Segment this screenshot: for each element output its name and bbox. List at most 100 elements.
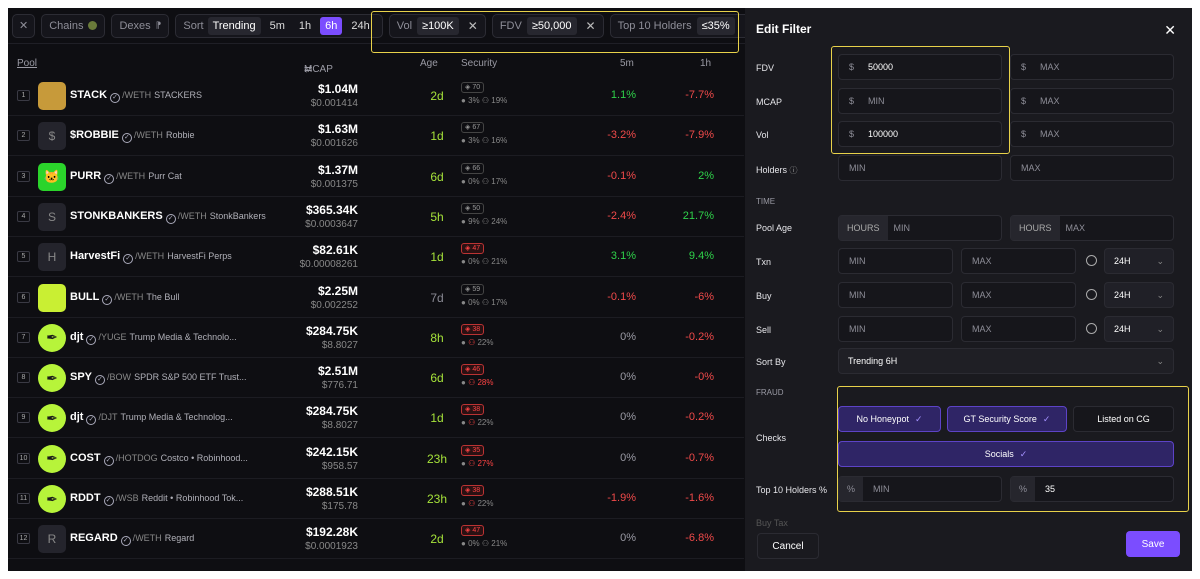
- mcap-max-input[interactable]: $ MAX: [1010, 88, 1174, 114]
- timeframe-24h[interactable]: 24h: [351, 19, 370, 32]
- pool-name[interactable]: STACK ✓/WETH STACKERS: [70, 89, 202, 103]
- pool-name[interactable]: $ROBBIE ✓/WETH Robbie: [70, 129, 195, 144]
- sort-group: Sort Trending 5m 1h 6h 24h: [175, 13, 383, 38]
- txn-max-input[interactable]: MAX: [961, 248, 1076, 274]
- timeframe-1h[interactable]: 1h: [298, 19, 312, 32]
- clock-icon: [1086, 289, 1097, 300]
- clock-icon: [1086, 323, 1097, 334]
- verified-icon: ✓: [95, 375, 106, 386]
- table-row[interactable]: 12 R REGARD ✓/WETH Regard $192.28K $0.0001923…: [8, 519, 744, 560]
- sell-period-select[interactable]: 24H ⌄: [1104, 316, 1174, 342]
- pool-name[interactable]: BULL ✓/WETH The Bull: [70, 290, 180, 305]
- pool-name[interactable]: RDDT ✓/WSB Reddit • Robinhood Tok...: [70, 492, 244, 506]
- column-age[interactable]: Age: [420, 58, 438, 69]
- check-socials[interactable]: Socials ✓: [838, 441, 1174, 467]
- cancel-button[interactable]: Cancel: [757, 533, 819, 559]
- check-no-honeypot[interactable]: No Honeypot ✓: [838, 406, 941, 432]
- txn-min-input[interactable]: MIN: [838, 248, 953, 274]
- buy-period-select[interactable]: 24H ⌄: [1104, 282, 1174, 308]
- check-listed-on-cg[interactable]: Listed on CG: [1073, 406, 1174, 432]
- txn-period-select[interactable]: 24H ⌄: [1104, 248, 1174, 274]
- pool-name[interactable]: PURR ✓/WETH Purr Cat: [70, 169, 182, 184]
- sort-value[interactable]: Trending: [207, 16, 261, 35]
- table-row[interactable]: 5 H HarvestFi ✓/WETH HarvestFi Perps $82.61K…: [8, 237, 744, 278]
- filter-chip-fdv[interactable]: FDV ≥50,000 ✕: [491, 13, 604, 38]
- shield-icon: ◈: [465, 406, 471, 414]
- pool-name[interactable]: REGARD ✓/WETH Regard: [70, 532, 195, 547]
- column-security[interactable]: Security: [461, 58, 498, 69]
- security-score-badge: ◈ 70: [461, 82, 485, 93]
- shield-icon: ◈: [465, 285, 471, 293]
- table-row[interactable]: 2 $ $ROBBIE ✓/WETH Robbie $1.63M $0.001626 1d ◈…: [8, 116, 744, 157]
- vol-label: Vol: [756, 130, 769, 140]
- pool-name[interactable]: SPY ✓/BOW SPDR S&P 500 ETF Trust...: [70, 371, 247, 386]
- timeframe-5m[interactable]: 5m: [269, 19, 285, 32]
- pool-name[interactable]: djt ✓/YUGE Trump Media & Technolo...: [70, 330, 237, 345]
- table-row[interactable]: 4 S STONKBANKERS ✓/WETH StonkBankers $365.34…: [8, 197, 744, 237]
- vol-min-input[interactable]: $100000: [838, 121, 1002, 147]
- table-row[interactable]: 7 ✒ djt ✓/YUGE Trump Media & Technolo... $28…: [8, 318, 744, 358]
- column-5m[interactable]: 5m: [620, 58, 634, 69]
- change-5m: -3.2%: [607, 129, 636, 142]
- table-row[interactable]: 6 BULL ✓/WETH The Bull $2.25M $0.002252 7d ◈ 5…: [8, 278, 744, 318]
- token-avatar: ✒: [38, 485, 66, 513]
- check-gt-security-score[interactable]: GT Security Score ✓: [947, 406, 1067, 432]
- age-min-input[interactable]: HOURS MIN: [838, 215, 1002, 241]
- age-cell: 2d: [430, 89, 444, 103]
- pool-name[interactable]: HarvestFi ✓/WETH HarvestFi Perps: [70, 250, 232, 265]
- security-cell: ◈ 46 ● ⚇ 28%: [461, 364, 494, 388]
- filter-chip-top10[interactable]: Top 10 Holders≤35%✕: [609, 13, 762, 38]
- buy-min-input[interactable]: MIN: [838, 282, 953, 308]
- mcap-cell: $284.75K $8.8027: [305, 404, 358, 432]
- table-row[interactable]: 1 STACK ✓/WETH STACKERS $1.04M $0.001414 2d ◈ …: [8, 76, 744, 116]
- remove-filter-icon[interactable]: ✕: [467, 18, 478, 33]
- security-cell: ◈ 35 ● ⚇ 27%: [461, 444, 494, 468]
- timeframe-6h[interactable]: 6h: [320, 16, 343, 35]
- holders-max-input[interactable]: MAX: [1010, 155, 1174, 181]
- pool-name[interactable]: COST ✓/HOTDOG Costco • Robinhood...: [70, 451, 248, 466]
- table-row[interactable]: 10 ✒ COST ✓/HOTDOG Costco • Robinhood... $24…: [8, 439, 744, 479]
- pool-name[interactable]: djt ✓/DJT Trump Media & Technolog...: [70, 411, 233, 426]
- shield-icon: ◈: [465, 527, 471, 535]
- dexes-dropdown[interactable]: Dexes ⁋: [111, 13, 170, 38]
- chains-dropdown[interactable]: Chains: [41, 13, 106, 38]
- close-icon[interactable]: ✕: [1164, 22, 1176, 38]
- sell-max-input[interactable]: MAX: [961, 316, 1076, 342]
- shield-icon: ◈: [465, 325, 471, 333]
- security-score-badge: ◈ 66: [461, 162, 485, 174]
- pool-name[interactable]: STONKBANKERS ✓/WETH StonkBankers: [70, 209, 266, 224]
- column-1h[interactable]: 1h: [700, 58, 712, 69]
- change-1h: 2%: [698, 169, 714, 182]
- fdv-max-input[interactable]: $ MAX: [1010, 54, 1174, 80]
- save-button[interactable]: Save: [1126, 531, 1180, 557]
- clear-filters-button[interactable]: ✕: [12, 13, 36, 38]
- filter-chip-vol[interactable]: Vol ≥100K ✕: [388, 13, 486, 38]
- table-row[interactable]: 3 🐱 PURR ✓/WETH Purr Cat $1.37M $0.001375 6d ◈ …: [8, 157, 744, 197]
- mcap-min-input[interactable]: $ MIN: [838, 88, 1002, 114]
- checks-label: Checks: [756, 433, 787, 443]
- sort-by-select[interactable]: Trending 6H ⌄: [838, 348, 1174, 374]
- shield-icon: ◈: [465, 164, 471, 172]
- rank-badge: 3: [17, 170, 30, 182]
- change-1h: 9.4%: [688, 250, 714, 263]
- holders-min-input[interactable]: MIN: [838, 155, 1002, 181]
- age-cell: 6d: [430, 169, 444, 184]
- age-cell: 8h: [430, 330, 444, 345]
- table-row[interactable]: 9 ✒ djt ✓/DJT Trump Media & Technolog... $28…: [8, 398, 744, 439]
- top10-min-input[interactable]: % MIN: [838, 476, 1002, 502]
- user-icon: ●: [461, 337, 466, 347]
- remove-filter-icon[interactable]: ✕: [585, 18, 596, 33]
- age-max-input[interactable]: HOURS MAX: [1010, 215, 1174, 241]
- sell-min-input[interactable]: MIN: [838, 316, 953, 342]
- filter-value: ≥100K: [417, 16, 459, 35]
- dexes-label: Dexes: [119, 19, 151, 32]
- vol-max-input[interactable]: $ MAX: [1010, 121, 1174, 147]
- column-pool[interactable]: Pool: [17, 58, 38, 69]
- top10-max-input[interactable]: % 35: [1010, 476, 1174, 502]
- buy-max-input[interactable]: MAX: [961, 282, 1076, 308]
- user-icon: ●: [461, 539, 466, 549]
- fdv-min-input[interactable]: $50000: [838, 54, 1002, 80]
- table-row[interactable]: 11 ✒ RDDT ✓/WSB Reddit • Robinhood Tok... $2…: [8, 479, 744, 519]
- rank-badge: 5: [17, 251, 30, 263]
- table-row[interactable]: 8 ✒ SPY ✓/BOW SPDR S&P 500 ETF Trust... $2.5…: [8, 358, 744, 399]
